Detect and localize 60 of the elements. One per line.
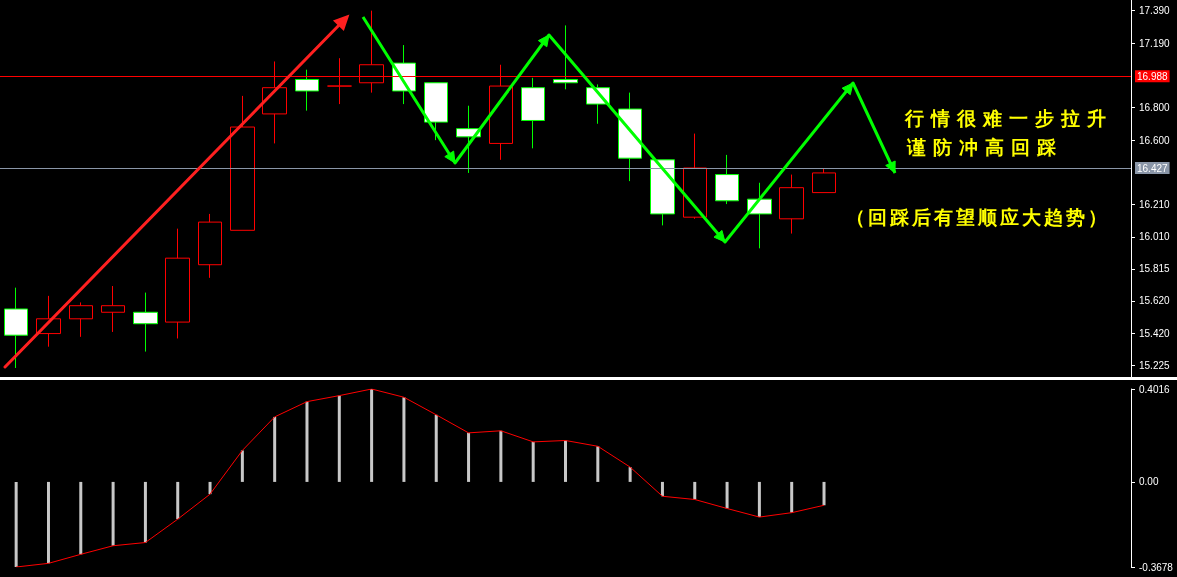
bar xyxy=(790,481,794,513)
bar xyxy=(434,414,438,482)
bar xyxy=(564,440,567,482)
candlestick xyxy=(650,159,675,226)
bar xyxy=(693,481,697,500)
y-tick-label: 17.390 xyxy=(1139,5,1171,17)
candlestick xyxy=(295,69,319,112)
candlestick xyxy=(4,287,28,369)
candlestick xyxy=(618,92,642,182)
bar xyxy=(628,467,632,482)
candlestick xyxy=(101,285,125,333)
bar xyxy=(822,481,826,506)
y-tick-label: 16.600 xyxy=(1139,134,1171,146)
y-tick-label: 15.815 xyxy=(1139,263,1171,275)
bar xyxy=(111,481,115,546)
candlestick xyxy=(424,82,448,141)
bar xyxy=(596,446,600,482)
candlestick xyxy=(230,95,255,231)
bar xyxy=(499,430,503,482)
bar xyxy=(402,397,406,482)
y-tick-label: -0.3678 xyxy=(1139,561,1174,573)
annotation: 行情很难一步拉升 xyxy=(904,107,1113,129)
y-tick-label: 16.210 xyxy=(1139,198,1171,210)
y-tick-label: 16.010 xyxy=(1139,231,1171,243)
bar xyxy=(337,395,341,482)
bar xyxy=(14,481,18,567)
bar xyxy=(757,481,761,518)
line-series xyxy=(15,388,825,568)
y-tick-label: 15.420 xyxy=(1139,328,1171,340)
candlestick xyxy=(521,77,545,149)
bar xyxy=(305,401,309,482)
candlestick xyxy=(133,292,158,353)
y-tick-label: 15.620 xyxy=(1139,295,1171,307)
bar xyxy=(660,481,664,497)
y-tick-label: 15.225 xyxy=(1139,360,1171,372)
candlestick xyxy=(198,213,222,279)
y-tick-label: 16.800 xyxy=(1139,101,1171,113)
bar xyxy=(46,481,50,564)
candlestick xyxy=(165,228,190,339)
ref-line-label: 16.427 xyxy=(1137,162,1169,174)
bar xyxy=(370,389,374,482)
bar xyxy=(467,432,471,482)
bar xyxy=(79,481,83,555)
candlestick xyxy=(69,301,93,338)
candlestick xyxy=(779,174,804,235)
bar xyxy=(240,450,244,482)
bar xyxy=(143,481,147,543)
y-tick-label: 17.190 xyxy=(1139,37,1171,49)
candlestick xyxy=(812,167,836,194)
bar xyxy=(531,441,535,482)
annotation: 谨防冲高回踩 xyxy=(906,136,1063,158)
candlestick xyxy=(553,24,578,90)
bar xyxy=(725,481,729,509)
bar xyxy=(273,416,277,482)
y-tick-label: 0.4016 xyxy=(1139,383,1171,395)
bar xyxy=(176,481,180,520)
candlestick xyxy=(715,154,739,205)
ref-line-label: 16.988 xyxy=(1137,70,1169,82)
y-tick-label: 0.00 xyxy=(1139,476,1159,488)
annotation: （回踩后有望顺应大趋势） xyxy=(846,206,1110,228)
